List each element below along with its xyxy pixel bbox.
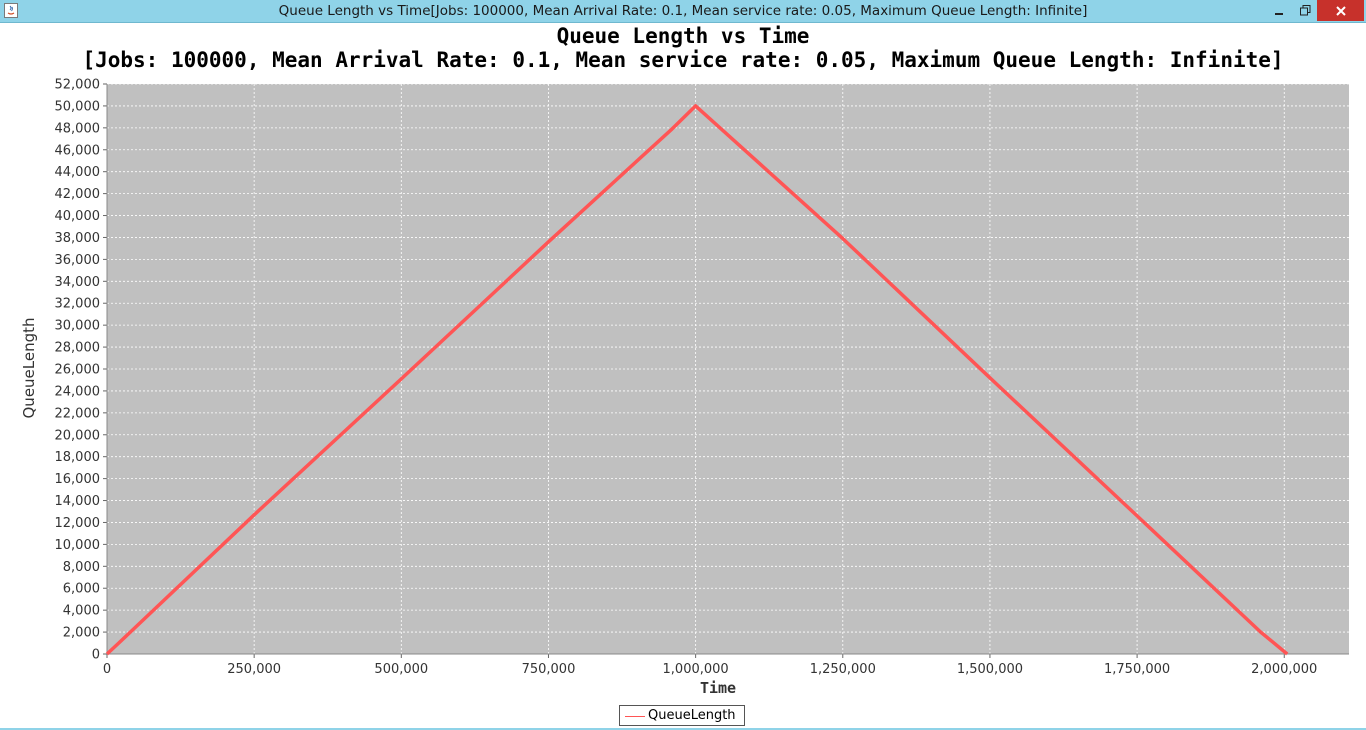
y-tick-label: 34,000 (55, 275, 101, 290)
minimize-button[interactable] (1264, 0, 1294, 21)
x-tick-label: 2,000,000 (1251, 662, 1317, 677)
x-tick-label: 750,000 (522, 662, 576, 677)
y-tick-label: 10,000 (55, 538, 101, 553)
y-tick-label: 4,000 (63, 604, 100, 619)
y-tick-label: 48,000 (55, 121, 101, 136)
y-tick-label: 12,000 (55, 516, 101, 531)
line-chart: 0 2,000 4,000 6,000 8,000 10,000 12,000 14,000 1… (20, 78, 1349, 697)
y-tick-label: 50,000 (55, 99, 101, 114)
chart-subtitle: [Jobs: 100000, Mean Arrival Rate: 0.1, M… (82, 48, 1284, 72)
y-tick-label: 38,000 (55, 231, 101, 246)
close-icon (1335, 5, 1346, 16)
window-titlebar: Queue Length vs Time[Jobs: 100000, Mean … (0, 0, 1366, 23)
y-tick-label: 28,000 (55, 341, 101, 356)
y-tick-label: 22,000 (55, 406, 101, 421)
x-tick-label: 0 (103, 662, 111, 677)
y-tick-label: 14,000 (55, 494, 101, 509)
series-line-queuelength (105, 104, 1289, 656)
y-tick-label: 46,000 (55, 143, 101, 158)
minimize-icon (1275, 12, 1283, 15)
x-tick-label: 1,750,000 (1104, 662, 1170, 677)
y-tick-label: 32,000 (55, 297, 101, 312)
chart-title: Queue Length vs Time (556, 24, 810, 48)
x-tick-label: 1,500,000 (957, 662, 1023, 677)
restore-icon (1299, 5, 1310, 16)
legend-swatch (625, 716, 645, 717)
restore-button[interactable] (1290, 0, 1320, 21)
close-button[interactable] (1317, 0, 1364, 21)
y-tick-label: 16,000 (55, 472, 101, 487)
y-tick-label: 36,000 (55, 253, 101, 268)
chart-legend: QueueLength (619, 705, 745, 726)
y-tick-label: 52,000 (55, 78, 101, 93)
window-title: Queue Length vs Time[Jobs: 100000, Mean … (278, 3, 1088, 19)
y-tick-label: 0 (92, 648, 100, 663)
y-tick-label: 8,000 (63, 560, 100, 575)
y-tick-label: 18,000 (55, 450, 101, 465)
y-tick-label: 44,000 (55, 165, 101, 180)
x-tick-label: 250,000 (227, 662, 281, 677)
y-tick-label: 26,000 (55, 363, 101, 378)
java-icon (4, 3, 18, 18)
y-axis-label: QueueLength (20, 317, 38, 418)
y-tick-label: 24,000 (55, 384, 101, 399)
x-tick-label: 1,000,000 (663, 662, 729, 677)
window-bottom-border (0, 728, 1366, 730)
y-tick-label: 30,000 (55, 319, 101, 334)
legend-label: QueueLength (648, 708, 736, 723)
x-tick-label: 500,000 (374, 662, 428, 677)
y-tick-label: 42,000 (55, 187, 101, 202)
y-tick-label: 6,000 (63, 582, 100, 597)
y-tick-label: 20,000 (55, 428, 101, 443)
y-tick-label: 40,000 (55, 209, 101, 224)
y-tick-label: 2,000 (63, 626, 100, 641)
x-axis-label: Time (700, 679, 736, 697)
x-tick-label: 1,250,000 (810, 662, 876, 677)
